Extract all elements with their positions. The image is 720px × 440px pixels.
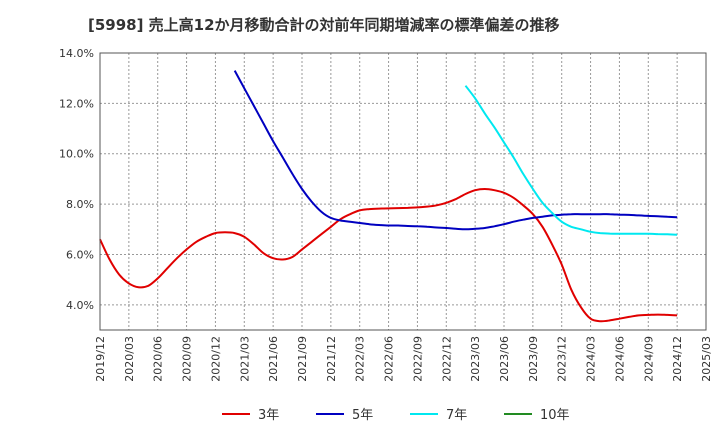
x-tick-label: 2023/09	[527, 336, 540, 382]
x-tick-label: 2021/09	[296, 336, 309, 382]
grid	[99, 52, 707, 330]
series-lines	[99, 70, 678, 323]
series-line-7年	[464, 85, 678, 236]
x-tick-label: 2021/06	[267, 336, 280, 382]
legend-label-10年: 10年	[540, 408, 570, 423]
plot-frame	[99, 52, 707, 331]
x-tick-label: 2023/06	[498, 336, 511, 382]
x-tick-label: 2024/12	[671, 336, 684, 382]
x-tick-label: 2023/12	[556, 336, 569, 382]
x-tick-label: 2022/03	[354, 336, 367, 382]
x-tick-label: 2023/03	[469, 336, 482, 382]
x-tick-label: 2022/12	[440, 336, 453, 382]
x-tick-label: 2020/03	[123, 336, 136, 382]
x-tick-label: 2020/06	[152, 336, 165, 382]
x-tick-label: 2024/06	[613, 336, 626, 382]
y-axis-ticks: 4.0% 6.0% 8.0% 10.0% 12.0% 14.0%	[59, 47, 94, 312]
series-line-3年	[99, 188, 678, 323]
y-tick-label: 12.0%	[59, 97, 94, 110]
x-axis-ticks: 2019/12 2020/03 2020/06 2020/09 2020/12 2021/…	[94, 336, 713, 382]
y-tick-label: 4.0%	[66, 299, 94, 312]
x-tick-label: 2021/12	[325, 336, 338, 382]
x-tick-label: 2022/06	[383, 336, 396, 382]
legend-label-3年: 3年	[258, 408, 279, 423]
y-tick-label: 8.0%	[66, 198, 94, 211]
legend-label-7年: 7年	[446, 408, 467, 423]
x-tick-label: 2022/09	[411, 336, 424, 382]
series-line-5年	[233, 70, 678, 231]
chart-title: [5998] 売上高12か月移動合計の対前年同期増減率の標準偏差の推移	[88, 16, 560, 34]
x-tick-label: 2024/09	[642, 336, 655, 382]
x-tick-label: 2025/03	[700, 336, 713, 382]
x-tick-label: 2024/03	[585, 336, 598, 382]
legend: 3年 5年 7年 10年	[222, 408, 570, 423]
x-tick-label: 2019/12	[94, 336, 107, 382]
y-tick-label: 14.0%	[59, 47, 94, 60]
y-tick-label: 6.0%	[66, 248, 94, 261]
y-tick-label: 10.0%	[59, 148, 94, 161]
x-tick-label: 2020/09	[181, 336, 194, 382]
x-tick-label: 2020/12	[209, 336, 222, 382]
x-tick-label: 2021/03	[238, 336, 251, 382]
legend-label-5年: 5年	[352, 408, 373, 423]
